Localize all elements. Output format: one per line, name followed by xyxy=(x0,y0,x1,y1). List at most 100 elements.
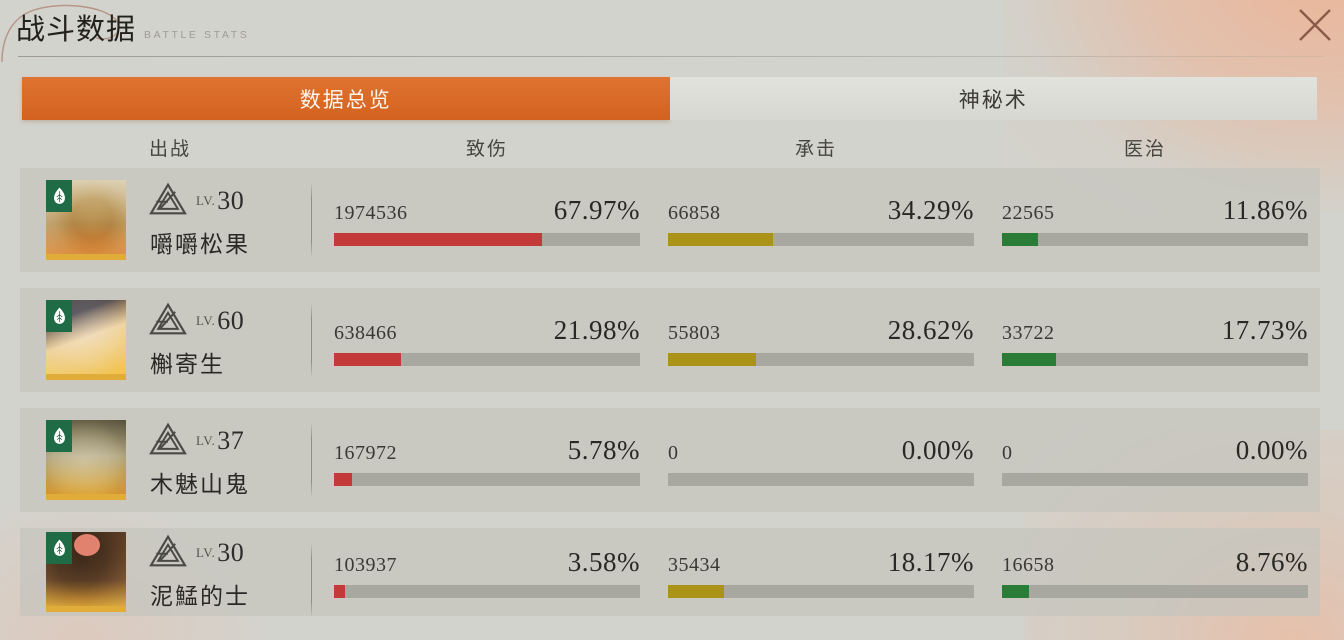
stat-taken: 35434 18.17% xyxy=(668,547,974,598)
character-level-line: LV. 60 xyxy=(148,302,244,341)
stat-taken: 55803 28.62% xyxy=(668,315,974,366)
stat-value: 167972 xyxy=(334,441,397,464)
stat-value: 16658 xyxy=(1002,553,1055,576)
stat-percent: 11.86% xyxy=(1222,194,1308,225)
stat-value: 0 xyxy=(1002,441,1013,464)
leaf-element-icon xyxy=(46,300,72,332)
level-number: 60 xyxy=(217,306,245,335)
stats-row[interactable]: LV. 37 木魅山鬼 167972 5.78% 0 0.00% 0 0.00% xyxy=(20,408,1320,512)
character-meta: LV. 60 槲寄生 xyxy=(148,302,244,379)
header-divider xyxy=(18,56,1323,57)
character-level-line: LV. 30 xyxy=(148,182,250,221)
stats-cells: 103937 3.58% 35434 18.17% 16658 8.76% xyxy=(312,528,1320,616)
stat-percent: 67.97% xyxy=(553,194,640,225)
stat-bar-fill xyxy=(334,232,542,246)
character-meta: LV. 30 嚼嚼松果 xyxy=(148,182,250,259)
page-title-en: BATTLE STATS xyxy=(144,29,250,41)
class-triangle-icon xyxy=(148,534,188,573)
avatar-rarity-bar xyxy=(46,606,126,612)
column-headers: 出战 致伤 承击 医治 xyxy=(22,126,1317,166)
stat-percent: 34.29% xyxy=(887,194,974,225)
stat-damage: 1974536 67.97% xyxy=(334,195,640,246)
tab-label: 神秘术 xyxy=(958,87,1028,112)
tab-bar[interactable]: 数据总览 神秘术 xyxy=(22,77,1317,120)
level-prefix: LV. xyxy=(196,545,216,560)
column-header-3: 医治 xyxy=(1123,139,1167,160)
stat-text-line: 0 0.00% xyxy=(1002,435,1308,466)
tab-0[interactable]: 数据总览 xyxy=(22,77,670,120)
avatar[interactable] xyxy=(46,532,126,612)
stats-row[interactable]: LV. 30 泥鯭的士 103937 3.58% 35434 18.17% 16658 8.76… xyxy=(20,528,1320,616)
stat-bar-fill xyxy=(334,472,352,486)
stat-bar-fill xyxy=(1002,584,1029,598)
tab-1[interactable]: 神秘术 xyxy=(669,77,1317,120)
class-triangle-icon xyxy=(148,302,188,341)
stat-taken: 0 0.00% xyxy=(668,435,974,486)
stat-bar-fill xyxy=(334,352,402,366)
close-icon[interactable] xyxy=(1292,2,1338,48)
stat-percent: 28.62% xyxy=(887,314,974,345)
level-number: 37 xyxy=(217,426,245,455)
stat-heal: 22565 11.86% xyxy=(1002,195,1308,246)
avatar[interactable] xyxy=(46,420,126,500)
stat-bar-fill xyxy=(668,352,756,366)
row-divider xyxy=(311,422,312,498)
character-cell[interactable]: LV. 30 嚼嚼松果 xyxy=(20,168,312,272)
stat-value: 0 xyxy=(668,441,679,464)
stat-text-line: 33722 17.73% xyxy=(1002,315,1308,346)
stats-row[interactable]: LV. 30 嚼嚼松果 1974536 67.97% 66858 34.29% 22565 11… xyxy=(20,168,1320,272)
stats-cells: 1974536 67.97% 66858 34.29% 22565 11.86% xyxy=(312,168,1320,272)
stat-damage: 167972 5.78% xyxy=(334,435,640,486)
character-name: 嚼嚼松果 xyxy=(150,231,250,257)
character-level-line: LV. 37 xyxy=(148,422,250,461)
level-prefix: LV. xyxy=(196,433,216,448)
tab-label: 数据总览 xyxy=(299,87,392,112)
panel-header: 战斗数据 BATTLE STATS xyxy=(0,0,1344,66)
stat-value: 66858 xyxy=(668,201,721,224)
stat-percent: 8.76% xyxy=(1235,546,1308,577)
character-cell[interactable]: LV. 37 木魅山鬼 xyxy=(20,408,312,512)
stat-percent: 3.58% xyxy=(567,546,640,577)
level-prefix: LV. xyxy=(196,313,216,328)
stat-percent: 0.00% xyxy=(901,434,974,465)
stat-value: 35434 xyxy=(668,553,721,576)
character-name: 泥鯭的士 xyxy=(150,583,250,609)
stat-text-line: 0 0.00% xyxy=(668,435,974,466)
character-name: 木魅山鬼 xyxy=(150,471,250,497)
stat-text-line: 1974536 67.97% xyxy=(334,195,640,226)
stats-row[interactable]: LV. 60 槲寄生 638466 21.98% 55803 28.62% 33722 17.7… xyxy=(20,288,1320,392)
character-cell[interactable]: LV. 60 槲寄生 xyxy=(20,288,312,392)
stat-text-line: 167972 5.78% xyxy=(334,435,640,466)
leaf-element-icon xyxy=(46,180,72,212)
stat-text-line: 16658 8.76% xyxy=(1002,547,1308,578)
stat-value: 103937 xyxy=(334,553,397,576)
character-meta: LV. 30 泥鯭的士 xyxy=(148,534,250,611)
stat-bar-track xyxy=(668,352,974,366)
avatar-rarity-bar xyxy=(46,494,126,500)
stat-bar-fill xyxy=(1002,352,1057,366)
page-title: 战斗数据 BATTLE STATS xyxy=(16,6,249,48)
stats-cells: 167972 5.78% 0 0.00% 0 0.00% xyxy=(312,408,1320,512)
row-divider xyxy=(311,542,312,616)
stat-heal: 0 0.00% xyxy=(1002,435,1308,486)
avatar[interactable] xyxy=(46,300,126,380)
stat-damage: 638466 21.98% xyxy=(334,315,640,366)
character-cell[interactable]: LV. 30 泥鯭的士 xyxy=(20,528,312,616)
stat-value: 22565 xyxy=(1002,201,1055,224)
leaf-element-icon xyxy=(46,420,72,452)
stat-bar-fill xyxy=(334,584,345,598)
avatar-rarity-bar xyxy=(46,254,126,260)
stat-text-line: 55803 28.62% xyxy=(668,315,974,346)
level-number: 30 xyxy=(217,186,245,215)
stat-text-line: 66858 34.29% xyxy=(668,195,974,226)
column-header-0: 出战 xyxy=(148,139,192,160)
avatar-rarity-bar xyxy=(46,374,126,380)
stat-percent: 0.00% xyxy=(1235,434,1308,465)
leaf-element-icon xyxy=(46,532,72,564)
row-divider xyxy=(311,182,312,258)
stat-percent: 17.73% xyxy=(1221,314,1308,345)
stat-bar-track xyxy=(668,584,974,598)
avatar[interactable] xyxy=(46,180,126,260)
stat-value: 1974536 xyxy=(334,201,408,224)
stat-percent: 5.78% xyxy=(567,434,640,465)
